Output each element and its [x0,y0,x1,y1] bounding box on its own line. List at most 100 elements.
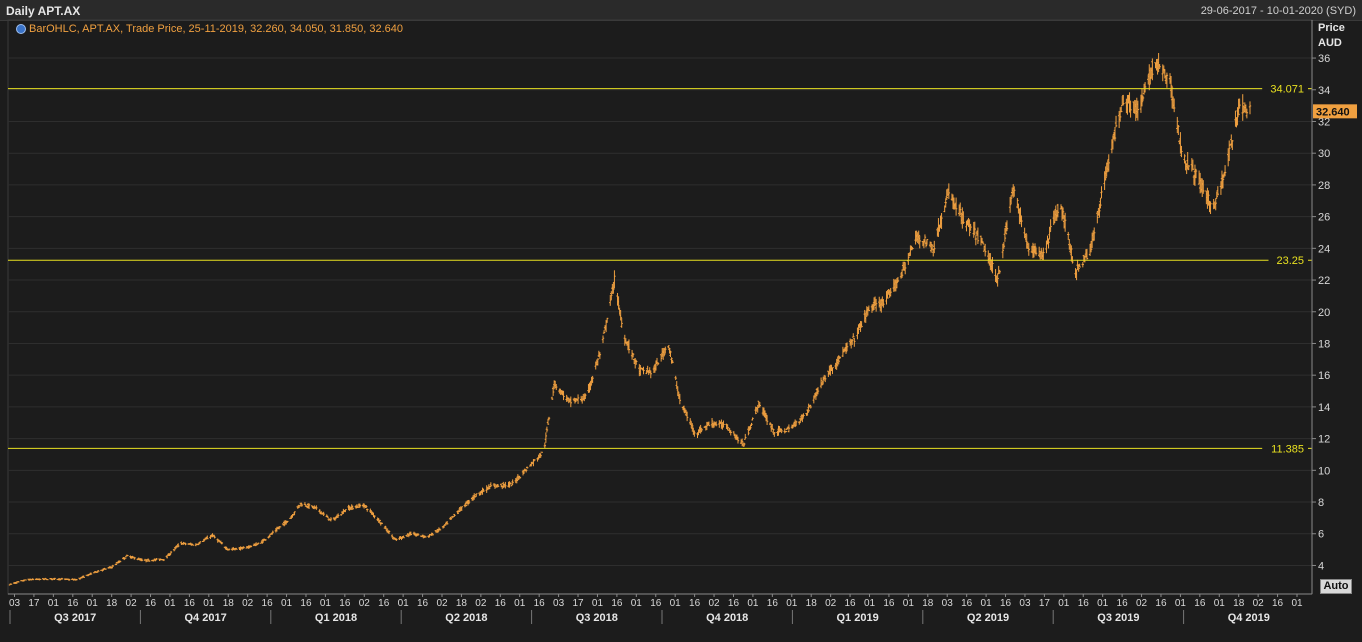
ohlc-bar [507,481,510,488]
ohlc-bar [66,578,70,581]
ohlc-bar [187,543,190,545]
ohlc-bar [1134,100,1137,121]
ohlc-bar [1158,64,1161,70]
ohlc-bar [677,391,681,399]
quarter-label: Q3 2018 [576,612,618,624]
ohlc-bar [303,502,307,506]
ohlc-bar [291,514,294,518]
ohlc-bar [422,534,425,539]
ohlc-bar [831,367,834,375]
ohlc-bar [257,542,260,545]
x-tick-label: 01 [87,598,99,609]
ohlc-bar [492,483,496,486]
ohlc-bar [968,219,971,237]
ohlc-bar [917,230,920,245]
auto-scale-button[interactable]: Auto [1320,579,1352,594]
ohlc-bar [155,558,158,561]
ohlc-bar [662,347,665,360]
ohlc-bar [808,404,811,408]
ohlc-bar [1192,174,1196,185]
ohlc-bar [1149,67,1152,85]
ohlc-bar [224,546,228,550]
ohlc-bar [790,424,794,429]
ohlc-bar [1172,98,1176,113]
ohlc-bar [190,543,193,546]
ohlc-bar [910,245,913,251]
y-axis-unit: AUD [1318,37,1342,49]
ohlc-bar [109,566,112,569]
ohlc-bar [1164,74,1168,85]
ohlc-bar [488,485,491,490]
ohlc-bar [278,526,282,528]
ohlc-bar [511,479,514,485]
ohlc-bar [554,380,557,388]
ohlc-bar [470,496,474,501]
ohlc-bar [1060,206,1064,221]
ohlc-bar [591,375,594,384]
ohlc-bar [1236,107,1239,126]
ohlc-bar [689,418,692,425]
ohlc-bar [286,520,289,523]
ohlc-bar [696,432,699,439]
ohlc-bar [965,220,968,232]
ohlc-bar [697,429,700,436]
quarter-label: Q2 2018 [445,612,487,624]
level-label: 34.071 [1270,84,1304,96]
ohlc-bar [749,425,752,430]
ohlc-bar [828,365,831,375]
ohlc-bar [407,534,410,538]
ohlc-bar [478,492,481,496]
x-tick-label: 16 [67,598,79,609]
ohlc-bar [748,426,751,431]
ohlc-bar [508,481,511,488]
ohlc-bar [340,513,343,516]
ohlc-bar [1003,228,1007,242]
ohlc-bar [341,511,344,515]
ohlc-bar [830,364,833,372]
ohlc-bar [867,305,871,312]
ohlc-bar [1020,215,1023,228]
ohlc-bar [770,423,773,432]
ohlc-bar [573,397,577,404]
y-tick-label: 4 [1318,560,1324,572]
y-tick-label: 26 [1318,212,1330,224]
ohlc-bar [254,542,258,546]
series-toggle-icon[interactable] [16,24,26,34]
x-tick-label: 02 [708,598,720,609]
ohlc-bar [342,508,345,515]
ohlc-bar [275,526,279,532]
ohlc-bar [1053,210,1056,224]
ohlc-bar [995,275,998,284]
x-tick-label: 01 [1175,598,1187,609]
series-legend[interactable]: BarOHLC, APT.AX, Trade Price, 25-11-2019… [16,23,403,35]
ohlc-bar [856,327,859,340]
ohlc-bar [64,578,68,580]
ohlc-bar [1067,231,1070,240]
ohlc-bar [1034,247,1038,256]
ohlc-bar [587,383,590,393]
ohlc-bar [597,350,601,358]
ohlc-bar [641,367,644,371]
ohlc-bar [1046,235,1049,245]
ohlc-bar [306,503,310,509]
ohlc-bar [990,259,993,272]
ohlc-bar [1209,201,1212,215]
ohlc-bar [181,543,184,545]
ohlc-bar [399,536,402,539]
ohlc-bar [552,380,556,390]
ohlc-bar [1070,245,1073,262]
horizontal-levels: 34.071 23.25 11.385 [8,81,1312,455]
ohlc-bar [131,555,134,559]
level-label-bg [1268,253,1308,267]
ohlc-bar [325,514,328,518]
ohlc-bar [212,534,215,537]
ohlc-bar [603,325,607,331]
ohlc-bar [365,505,368,509]
ohlc-bar [108,566,111,569]
ohlc-bar [1031,242,1035,259]
ohlc-bar [191,543,194,546]
ohlc-bar [1193,164,1197,186]
ohlc-bar [1235,117,1238,128]
ohlc-bar [350,504,353,511]
